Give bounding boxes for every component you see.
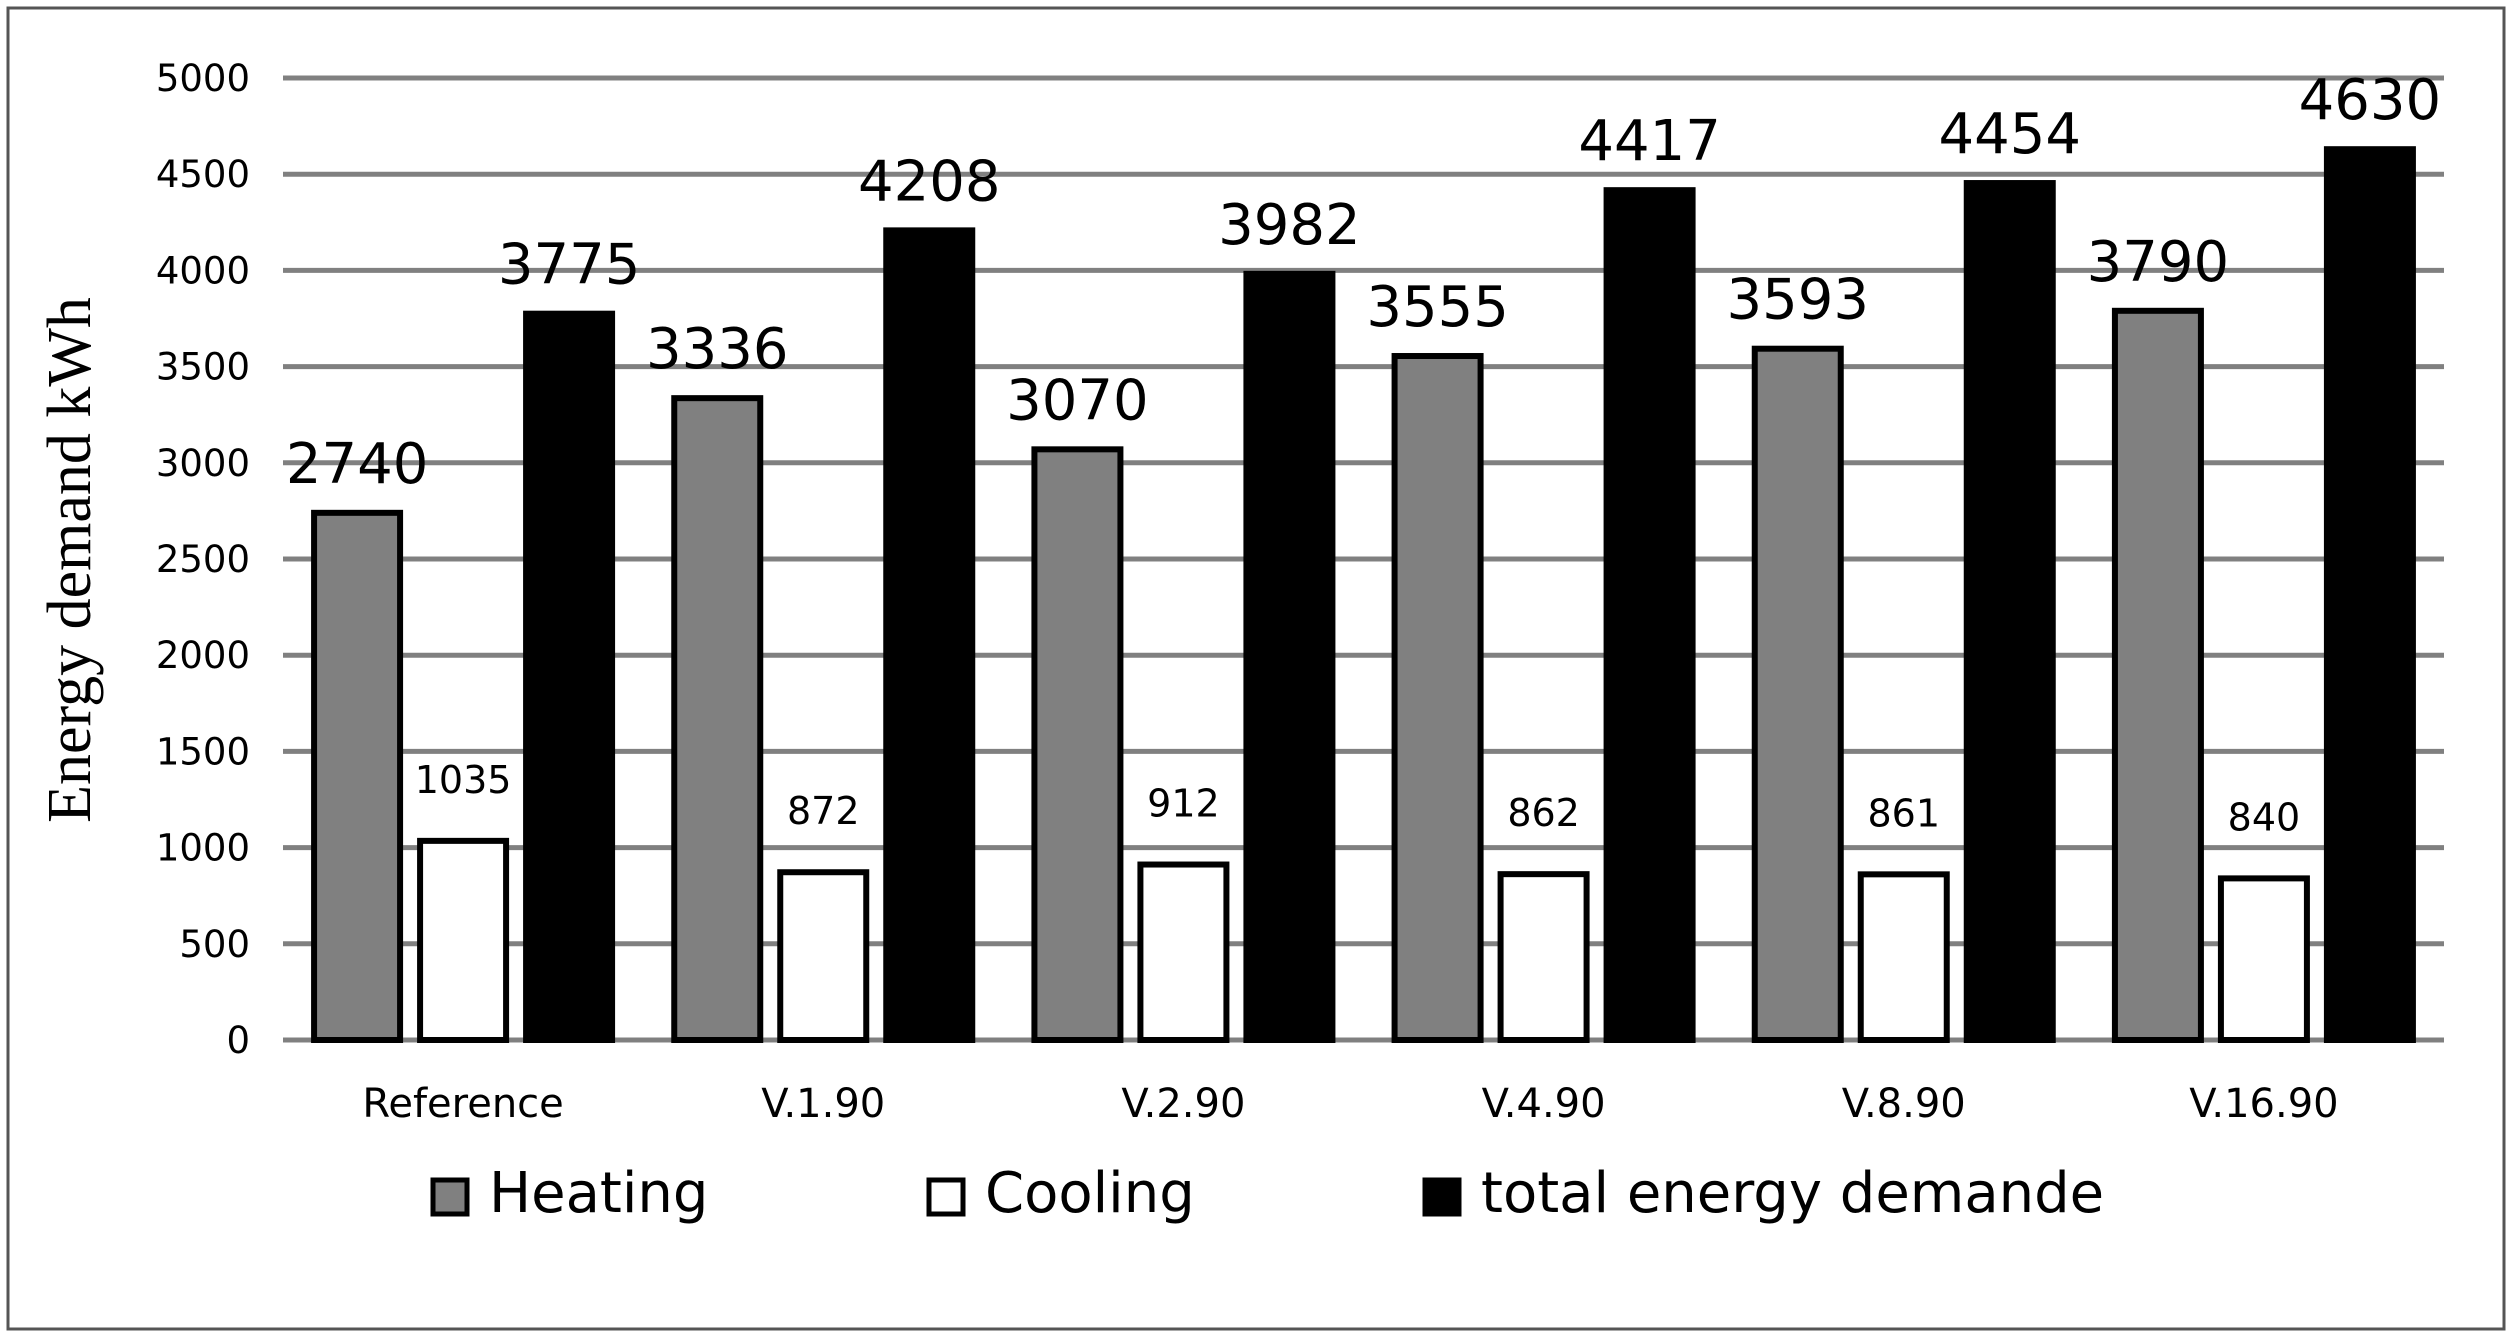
data-label: 4454 [1938,102,2081,167]
data-label: 4208 [858,149,1001,214]
data-label: 2740 [286,432,429,497]
bar-cooling [1857,871,1950,1044]
y-tick-label: 4500 [156,153,250,196]
y-tick-label: 3500 [156,346,250,389]
data-label: 1035 [415,758,512,802]
bar-total-energy-demande [523,310,616,1043]
y-tick-label: 3000 [156,442,250,485]
data-label: 3775 [498,233,641,298]
data-label: 4417 [1578,109,1721,174]
bar-cooling [417,837,510,1044]
y-axis-ticks: 0 500 1000 1500 2000 2500 3000 3500 4000 4500 5000 [156,57,250,1062]
bar-cooling [1137,861,1230,1043]
bar-total-energy-demande [883,227,976,1043]
y-tick-label: 1000 [156,827,250,870]
y-tick-label: 2000 [156,634,250,677]
x-tick-label: V.16.90 [2189,1081,2338,1127]
data-label: 3070 [1006,368,1149,433]
legend: Heating Cooling total energy demande [430,1161,2104,1226]
gridlines [283,75,2444,1043]
y-tick-label: 1500 [156,730,250,773]
x-axis-ticks: Reference V.1.90 V.2.90 V.4.90 V.8.90 V.16.90 [362,1081,2338,1127]
bar-total-energy-demande [1603,187,1696,1044]
legend-label: Cooling [985,1161,1195,1226]
y-tick-label: 4000 [156,249,250,292]
bar-heating [1391,353,1484,1043]
legend-swatch [926,1177,966,1217]
bar-total-energy-demande [1243,270,1336,1043]
bar-total-energy-demande [1963,180,2056,1043]
y-tick-label: 2500 [156,538,250,581]
bar-heating [1031,446,1124,1044]
legend-label: total energy demande [1481,1161,2104,1226]
y-tick-label: 0 [226,1019,250,1062]
data-label: 3790 [2087,230,2230,295]
bar-cooling [2217,875,2310,1043]
legend-label: Heating [489,1161,708,1226]
data-label: 912 [1147,782,1220,826]
bar-cooling [777,869,870,1043]
x-tick-label: Reference [362,1081,563,1127]
data-label: 3336 [646,317,789,382]
bar-heating [311,509,404,1043]
legend-swatch [1422,1177,1462,1217]
bar-cooling [1497,871,1590,1043]
legend-swatch [430,1177,470,1217]
data-label: 3593 [1726,268,1869,333]
data-label: 862 [1507,791,1580,835]
data-label: 4630 [2299,68,2442,133]
bar-heating [2111,307,2204,1043]
x-tick-label: V.8.90 [1842,1081,1966,1127]
data-label: 861 [1867,791,1940,835]
bar-heating [671,395,764,1043]
x-tick-label: V.4.90 [1482,1081,1606,1127]
bars [311,146,2416,1044]
y-tick-label: 5000 [156,57,250,100]
y-axis-label: Energy demand kWh [36,297,104,823]
data-label: 3555 [1366,275,1509,340]
x-tick-label: V.1.90 [761,1081,885,1127]
y-tick-label: 500 [179,923,250,966]
data-label: 872 [787,789,860,833]
x-tick-label: V.2.90 [1121,1081,1245,1127]
bar-total-energy-demande [2323,146,2416,1044]
bar-heating [1751,345,1844,1043]
data-label: 3982 [1218,193,1361,258]
data-label: 840 [2228,795,2301,839]
